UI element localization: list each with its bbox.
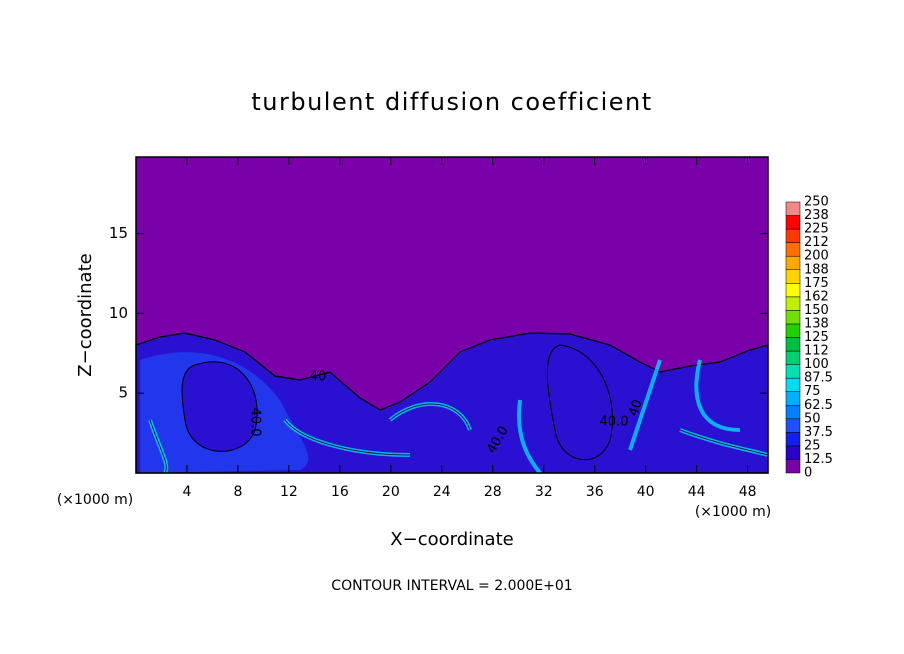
- colorbar-cell: [785, 405, 801, 420]
- colorbar-label: 188: [804, 262, 829, 277]
- field-region: [181, 361, 258, 452]
- contour-label: 40.0: [248, 408, 263, 437]
- colorbar-label: 37.5: [804, 425, 833, 440]
- colorbar-label: 200: [804, 249, 829, 264]
- colorbar-label: 50: [804, 411, 821, 426]
- x-tick-label: 8: [233, 484, 242, 500]
- plot-frame: [135, 156, 769, 474]
- colorbar-cell: [785, 215, 801, 230]
- colorbar-cell: [785, 445, 801, 460]
- colorbar-label: 225: [804, 222, 829, 237]
- colorbar-label: 87.5: [804, 371, 833, 386]
- colorbar-label: 150: [804, 303, 829, 318]
- colorbar-cell: [785, 296, 801, 311]
- field: [135, 156, 769, 475]
- colorbar-cell: [785, 201, 801, 216]
- x-tick-label: 16: [331, 484, 349, 500]
- colorbar-label: 125: [804, 330, 829, 345]
- x-tick-label: 40: [637, 484, 655, 500]
- contour-label: 40.0: [600, 415, 629, 430]
- colorbar-label: 25: [804, 438, 821, 453]
- colorbar-cell: [785, 269, 801, 284]
- contour-label: 40: [626, 398, 646, 419]
- x-tick-label: 48: [739, 484, 757, 500]
- colorbar-cell: [785, 228, 801, 243]
- colorbar-label: 100: [804, 357, 829, 372]
- colorbar-cell: [785, 323, 801, 338]
- x-tick-label: 36: [586, 484, 604, 500]
- colorbar-cell: [785, 242, 801, 257]
- colorbar-cell: [785, 418, 801, 433]
- y-tick-label: 10: [109, 304, 128, 322]
- colorbar-cell: [785, 283, 801, 298]
- colorbar-label: 138: [804, 316, 829, 331]
- x-tick-label: 44: [688, 484, 706, 500]
- x-tick-label: 28: [484, 484, 502, 500]
- colorbar-cell: [785, 364, 801, 379]
- y-tick-label: 15: [109, 224, 128, 242]
- contour-line: [149, 403, 769, 474]
- colorbar-cell: [785, 432, 801, 447]
- contour-label: 40: [310, 370, 327, 385]
- x-axis-label: X−coordinate: [390, 529, 513, 550]
- field-region: [546, 344, 614, 461]
- colorbar-label: 112: [804, 344, 829, 359]
- colorbar-cell: [785, 459, 801, 474]
- colorbar-cell: [785, 350, 801, 365]
- x-unit: (×1000 m): [57, 492, 133, 508]
- colorbar-cell: [785, 337, 801, 352]
- x-tick-label: 32: [535, 484, 553, 500]
- colorbar-label: 250: [804, 195, 829, 210]
- chart-title: turbulent diffusion coefficient: [251, 88, 652, 116]
- y-tick-label: 5: [118, 384, 128, 402]
- x-tick-label: 20: [382, 484, 400, 500]
- colorbar-label: 175: [804, 276, 829, 291]
- colorbar-label: 12.5: [804, 452, 833, 467]
- colorbar-cell: [785, 391, 801, 406]
- x-tick-label: 4: [183, 484, 192, 500]
- colorbar-label: 238: [804, 208, 829, 223]
- colorbar-label: 75: [804, 384, 821, 399]
- x-tick-label: 24: [433, 484, 451, 500]
- colorbar-cell: [785, 377, 801, 392]
- colorbar-label: 0: [804, 466, 812, 481]
- y-axis-label: Z−coordinate: [75, 253, 96, 376]
- colorbar-label: 62.5: [804, 398, 833, 413]
- colorbar-label: 212: [804, 235, 829, 250]
- x-tick-label: 12: [280, 484, 298, 500]
- x-unit: (×1000 m): [695, 504, 771, 520]
- colorbar-cell: [785, 255, 801, 271]
- colorbar-cell: [785, 310, 801, 325]
- footnote: CONTOUR INTERVAL = 2.000E+01: [331, 578, 572, 594]
- colorbar-label: 162: [804, 289, 829, 304]
